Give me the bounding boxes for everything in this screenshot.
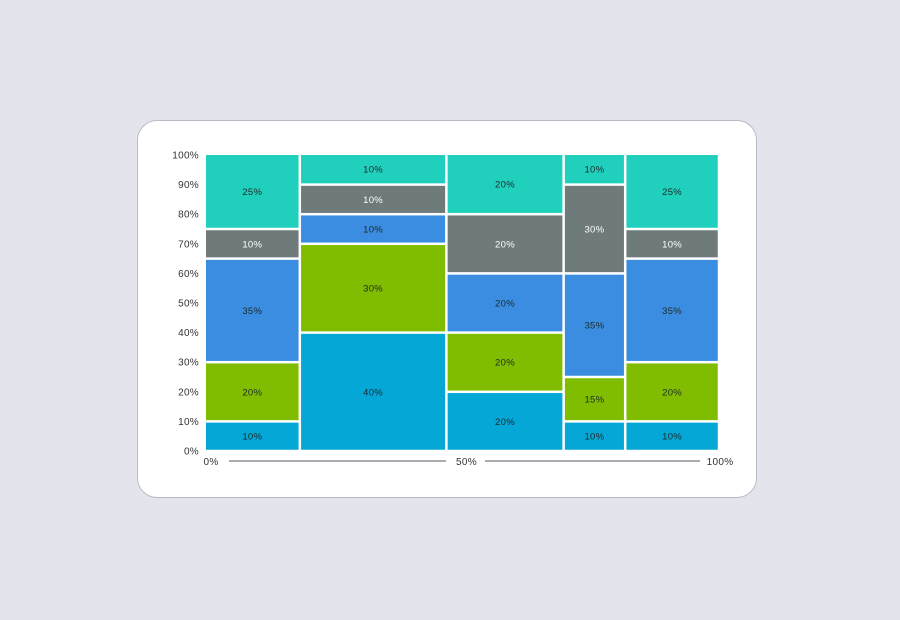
cell-value-label: 25% xyxy=(242,187,262,198)
mosaic-cell xyxy=(206,259,299,361)
cell-value-label: 10% xyxy=(242,432,262,443)
y-tick-label: 0% xyxy=(184,447,199,458)
mosaic-cell xyxy=(301,215,446,243)
mosaic-cell xyxy=(626,259,718,361)
y-tick-label: 60% xyxy=(178,269,199,280)
mosaic-cell xyxy=(206,230,299,258)
mosaic-cell xyxy=(626,422,718,450)
cell-value-label: 20% xyxy=(495,239,515,250)
mosaic-cell xyxy=(564,274,624,376)
mosaic-cell xyxy=(626,363,718,421)
cell-value-label: 30% xyxy=(584,225,604,236)
x-tick-label: 0% xyxy=(203,457,218,468)
mosaic-cell xyxy=(301,333,446,450)
y-tick-label: 50% xyxy=(178,299,199,310)
mosaic-cell xyxy=(564,185,624,273)
mosaic-cell xyxy=(206,155,299,228)
cell-value-label: 35% xyxy=(584,321,604,332)
cell-value-label: 15% xyxy=(584,395,604,406)
cell-value-label: 10% xyxy=(662,239,682,250)
mosaic-cells: 10% 20% 35% 10% 25% 40% 30% 10% 10% 10% 20% 20% 20% 2… xyxy=(206,155,718,450)
cell-value-label: 10% xyxy=(584,165,604,176)
mosaic-cell xyxy=(626,230,718,258)
x-tick-label: 100% xyxy=(707,457,734,468)
y-tick-label: 100% xyxy=(172,151,199,162)
x-axis: 0% 50% 100% xyxy=(203,457,733,468)
cell-value-label: 40% xyxy=(363,387,383,398)
cell-value-label: 10% xyxy=(363,225,383,236)
y-tick-label: 80% xyxy=(178,210,199,221)
cell-value-label: 10% xyxy=(363,195,383,206)
cell-value-label: 35% xyxy=(662,306,682,317)
cell-value-label: 10% xyxy=(662,432,682,443)
x-tick-label: 50% xyxy=(456,457,477,468)
y-axis-ticks: 0% 10% 20% 30% 40% 50% 60% 70% 80% 90% 100% xyxy=(172,151,199,458)
mosaic-cell xyxy=(564,422,624,450)
y-tick-label: 40% xyxy=(178,328,199,339)
cell-value-label: 10% xyxy=(242,239,262,250)
cell-value-label: 25% xyxy=(662,187,682,198)
y-tick-label: 90% xyxy=(178,180,199,191)
cell-value-label: 20% xyxy=(495,179,515,190)
cell-value-label: 35% xyxy=(242,306,262,317)
y-tick-label: 70% xyxy=(178,239,199,250)
cell-value-label: 20% xyxy=(495,417,515,428)
y-tick-label: 10% xyxy=(178,417,199,428)
cell-value-label: 20% xyxy=(242,387,262,398)
mosaic-cell xyxy=(447,215,563,273)
y-tick-label: 30% xyxy=(178,358,199,369)
cell-value-label: 20% xyxy=(495,299,515,310)
mosaic-cell xyxy=(206,422,299,450)
cell-value-label: 10% xyxy=(363,165,383,176)
mosaic-cell xyxy=(447,333,563,391)
mosaic-cell xyxy=(301,245,446,332)
mosaic-cell xyxy=(564,155,624,184)
mosaic-cell xyxy=(301,155,446,184)
cell-value-label: 20% xyxy=(495,358,515,369)
y-tick-label: 20% xyxy=(178,387,199,398)
mosaic-cell xyxy=(447,274,563,332)
cell-value-label: 20% xyxy=(662,387,682,398)
mosaic-cell xyxy=(626,155,718,228)
mosaic-cell xyxy=(206,363,299,421)
mosaic-cell xyxy=(564,378,624,421)
mosaic-cell xyxy=(447,393,563,450)
cell-value-label: 30% xyxy=(363,284,383,295)
mosaic-cell xyxy=(301,185,446,213)
cell-value-label: 10% xyxy=(584,432,604,443)
mosaic-cell xyxy=(447,155,563,213)
